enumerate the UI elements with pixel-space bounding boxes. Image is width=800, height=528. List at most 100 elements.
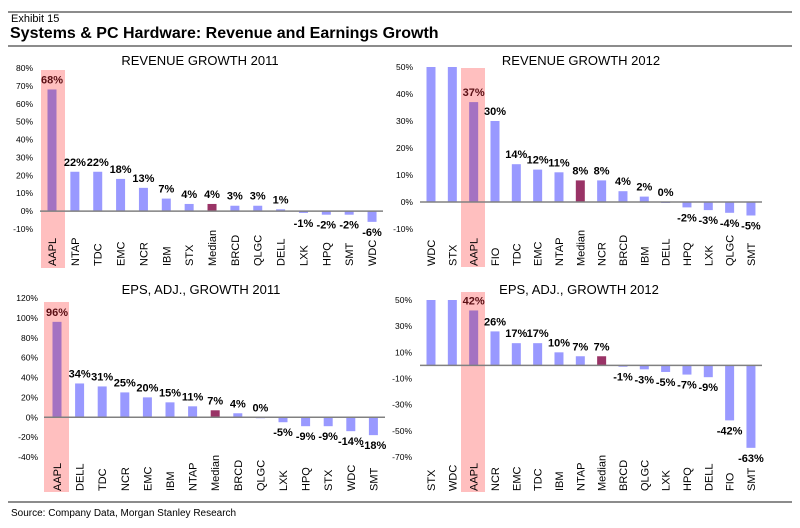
data-label-fio: -42% bbox=[717, 425, 743, 437]
chart-title: REVENUE GROWTH 2012 bbox=[502, 53, 660, 68]
category-label-dell: DELL bbox=[75, 463, 87, 491]
category-label-hpq: HPQ bbox=[301, 467, 313, 491]
chart-rev2011: REVENUE GROWTH 2011 80% 70% 60% 50% 40% 30% 20%… bbox=[13, 53, 383, 268]
y-tick-label: 10% bbox=[16, 188, 33, 198]
bar-brcd bbox=[618, 191, 628, 202]
bar-wdc bbox=[426, 67, 436, 202]
data-label-fio: 30% bbox=[484, 106, 506, 118]
y-tick-label: 40% bbox=[396, 89, 413, 99]
bar-ncr bbox=[597, 180, 607, 202]
bar-hpq bbox=[301, 417, 311, 427]
data-label-qlgc: 0% bbox=[252, 402, 268, 414]
category-label-aapl: AAPL bbox=[469, 463, 481, 491]
y-tick-label: 60% bbox=[16, 99, 33, 109]
category-label-fio: FIO bbox=[490, 247, 502, 266]
y-tick-label: 80% bbox=[16, 63, 33, 73]
data-label-ncr: 26% bbox=[484, 316, 506, 328]
category-label-lxk: LXK bbox=[703, 245, 715, 266]
chart-eps2011: EPS, ADJ., GROWTH 2011 120% 100% 80% 60% 40% 2… bbox=[16, 282, 386, 492]
bar-aapl bbox=[52, 321, 62, 418]
y-tick-label: 20% bbox=[396, 143, 413, 153]
y-tick-label: 30% bbox=[16, 152, 33, 162]
category-label-stx: STX bbox=[184, 244, 196, 266]
data-label-lxk: -3% bbox=[699, 215, 719, 227]
data-label-ntap: 11% bbox=[182, 391, 204, 403]
y-tick-label: 10% bbox=[396, 170, 413, 180]
data-label-tdc: 14% bbox=[505, 149, 527, 161]
y-tick-label: 40% bbox=[16, 135, 33, 145]
bar-ibm bbox=[165, 402, 175, 418]
data-label-median: 7% bbox=[207, 395, 223, 407]
y-tick-label: -70% bbox=[392, 452, 412, 462]
category-label-stx: STX bbox=[447, 244, 459, 266]
category-label-stx: STX bbox=[323, 469, 335, 491]
category-label-hpq: HPQ bbox=[682, 467, 694, 491]
bar-dell bbox=[75, 383, 85, 418]
bar-smt bbox=[368, 417, 378, 436]
bar-qlgc bbox=[253, 205, 263, 212]
data-label-aapl: 68% bbox=[41, 74, 63, 86]
data-label-ntap: 22% bbox=[64, 157, 86, 169]
data-label-emc: 12% bbox=[527, 155, 549, 167]
category-label-tdc: TDC bbox=[97, 468, 109, 491]
category-label-smt: SMT bbox=[344, 243, 356, 267]
category-label-dell: DELL bbox=[276, 238, 288, 266]
y-tick-label: 30% bbox=[395, 321, 412, 331]
bar-ntap bbox=[188, 406, 198, 418]
data-label-hpq: -2% bbox=[677, 212, 697, 224]
category-label-brcd: BRCD bbox=[618, 235, 630, 266]
category-label-wdc: WDC bbox=[426, 240, 438, 266]
category-label-emc: EMC bbox=[533, 242, 545, 267]
y-tick-label: 0% bbox=[21, 206, 34, 216]
bar-ntap bbox=[70, 171, 80, 212]
header-bottom-rule bbox=[8, 45, 792, 47]
bar-lxk bbox=[703, 202, 713, 211]
category-label-brcd: BRCD bbox=[618, 460, 630, 491]
bar-brcd bbox=[230, 205, 240, 212]
category-label-lxk: LXK bbox=[278, 470, 290, 491]
y-tick-label: 50% bbox=[395, 295, 412, 305]
category-label-ntap: NTAP bbox=[70, 237, 82, 266]
data-label-ibm: 2% bbox=[636, 182, 652, 194]
data-label-tdc: 31% bbox=[91, 371, 113, 383]
chart-title: EPS, ADJ., GROWTH 2011 bbox=[122, 282, 281, 297]
bar-wdc bbox=[447, 300, 457, 366]
chart-title: REVENUE GROWTH 2011 bbox=[121, 53, 278, 68]
bar-ntap bbox=[554, 172, 564, 202]
category-label-stx: STX bbox=[426, 469, 438, 491]
y-tick-label: 40% bbox=[21, 373, 38, 383]
category-label-ntap: NTAP bbox=[554, 237, 566, 266]
data-label-qlgc: -3% bbox=[635, 374, 655, 386]
category-label-ibm: IBM bbox=[554, 471, 566, 491]
y-tick-label: 120% bbox=[16, 293, 38, 303]
bar-aapl bbox=[47, 89, 57, 212]
bar-lxk bbox=[278, 417, 288, 423]
bar-tdc bbox=[533, 343, 543, 366]
category-label-emc: EMC bbox=[116, 242, 128, 267]
category-label-wdc: WDC bbox=[367, 240, 379, 266]
y-tick-label: 0% bbox=[401, 197, 414, 207]
data-label-smt: -63% bbox=[738, 453, 764, 465]
category-label-qlgc: QLGC bbox=[255, 460, 267, 491]
category-label-ncr: NCR bbox=[138, 242, 150, 266]
bar-aapl bbox=[469, 310, 479, 366]
category-label-ntap: NTAP bbox=[575, 462, 587, 491]
data-label-median: 7% bbox=[594, 341, 610, 353]
bar-lxk bbox=[661, 365, 671, 372]
data-label-dell: 34% bbox=[69, 368, 91, 380]
data-label-ibm: 7% bbox=[158, 184, 174, 196]
bar-median bbox=[575, 180, 585, 202]
data-label-median: 4% bbox=[204, 189, 220, 201]
data-label-aapl: 96% bbox=[46, 307, 68, 319]
bar-smt bbox=[746, 202, 756, 216]
category-label-ncr: NCR bbox=[597, 242, 609, 266]
y-tick-label: -10% bbox=[392, 374, 412, 384]
bar-median bbox=[207, 203, 217, 212]
bar-smt bbox=[746, 365, 756, 448]
y-tick-label: 70% bbox=[16, 81, 33, 91]
data-label-aapl: 42% bbox=[463, 295, 485, 307]
y-tick-label: -50% bbox=[392, 426, 412, 436]
bar-stx bbox=[184, 203, 194, 212]
bar-ncr bbox=[120, 392, 130, 418]
